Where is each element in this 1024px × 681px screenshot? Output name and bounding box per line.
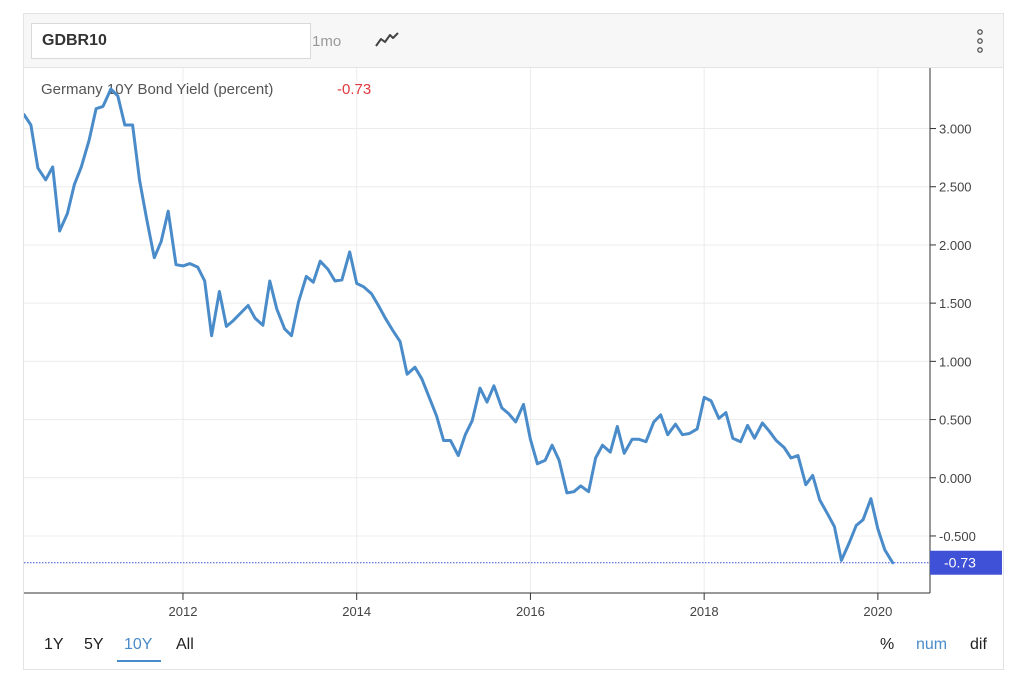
- mode-num-button[interactable]: num: [916, 636, 948, 653]
- y-tick-label: 1.000: [939, 354, 972, 369]
- x-tick-label: 2018: [690, 604, 719, 619]
- y-tick-label: 0.000: [939, 471, 972, 486]
- series-line: [24, 87, 895, 565]
- last-value-badge-layer: -0.73: [930, 550, 1002, 575]
- series-layer: [24, 87, 930, 565]
- x-tick-label: 2020: [863, 604, 892, 619]
- chart-widget: GDBR10 1mo 3.000 2.500 2.000 1.500 1.000 0.50…: [23, 13, 1004, 670]
- range-10y-button[interactable]: 10Y: [124, 636, 153, 653]
- active-range-underline: [117, 660, 161, 662]
- mode-percent-button[interactable]: %: [880, 636, 895, 653]
- chart-toolbar: GDBR10 1mo: [24, 14, 1003, 68]
- last-value-badge-label: -0.73: [944, 555, 976, 571]
- range-all-button[interactable]: All: [176, 636, 194, 653]
- x-tick-label: 2016: [516, 604, 545, 619]
- x-tick-label: 2012: [169, 604, 198, 619]
- y-tick-label: 2.500: [939, 180, 972, 195]
- last-value-badge: [930, 550, 1002, 575]
- symbol-input[interactable]: GDBR10: [31, 23, 311, 59]
- vertical-dots-icon[interactable]: [975, 28, 985, 54]
- range-5y-button[interactable]: 5Y: [84, 636, 104, 653]
- x-tick-label: 2014: [342, 604, 371, 619]
- chart-footer: 1Y 5Y 10Y All % num dif: [24, 634, 1003, 670]
- line-chart-icon[interactable]: [374, 30, 400, 50]
- axes: 3.000 2.500 2.000 1.500 1.000 0.500 0.000 -0.50…: [24, 68, 976, 619]
- y-tick-label: 2.000: [939, 238, 972, 253]
- y-tick-label: 3.000: [939, 122, 972, 137]
- chart-title: Germany 10Y Bond Yield (percent): [41, 81, 273, 98]
- chart-last-value: -0.73: [337, 81, 371, 98]
- y-tick-label: -0.500: [939, 529, 976, 544]
- line-chart: 3.000 2.500 2.000 1.500 1.000 0.500 0.000 -0.50…: [24, 68, 1002, 619]
- y-tick-label: 1.500: [939, 296, 972, 311]
- y-tick-label: 0.500: [939, 413, 972, 428]
- interval-selector[interactable]: 1mo: [312, 33, 342, 50]
- mode-dif-button[interactable]: dif: [970, 636, 987, 653]
- range-1y-button[interactable]: 1Y: [44, 636, 64, 653]
- grid-lines: [24, 68, 930, 593]
